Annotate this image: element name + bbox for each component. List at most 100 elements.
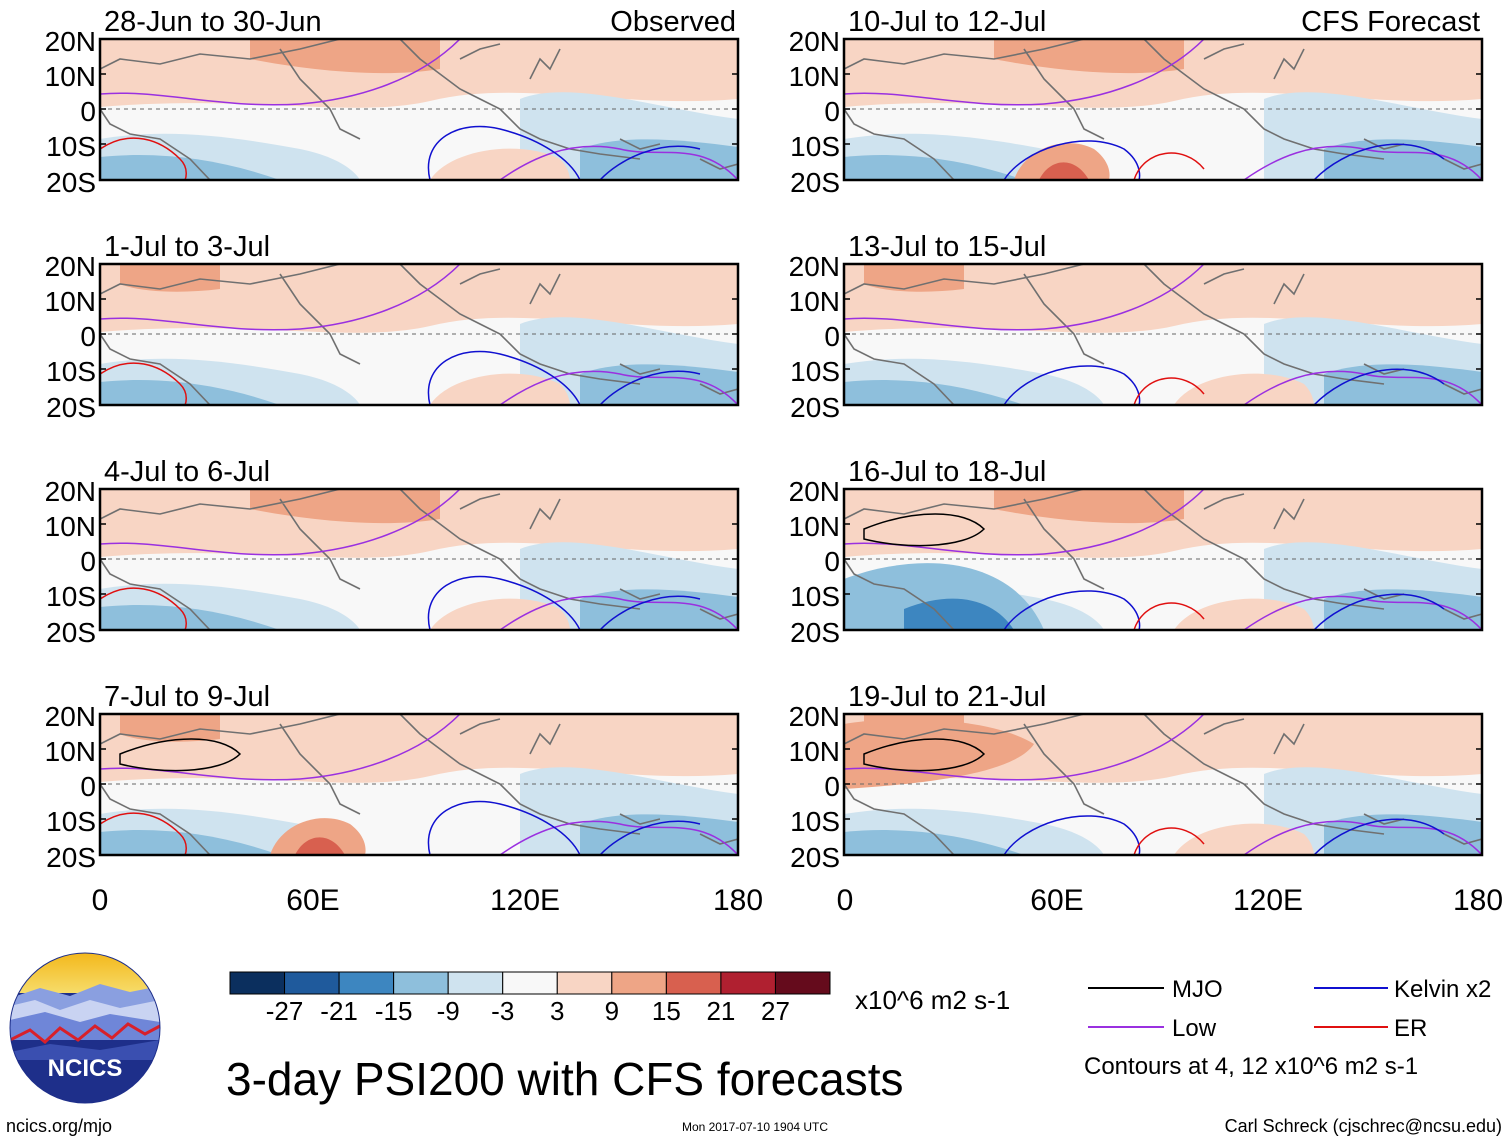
anomaly-shading	[844, 830, 1024, 855]
anomaly-shading	[430, 373, 570, 405]
colorbar-tick-label: -15	[375, 996, 413, 1026]
contour-line	[100, 489, 461, 556]
anomaly-shading	[120, 714, 220, 742]
lat-tick-label: 20S	[46, 617, 96, 648]
lat-tick-label: 0	[80, 546, 96, 577]
contour-line	[1133, 827, 1205, 855]
contour-legend: MJO Kelvin x2 Low ER Contours at 4, 12 x…	[1084, 976, 1491, 1080]
lat-tick-label: 0	[80, 771, 96, 802]
contour-line	[1133, 152, 1205, 180]
colorbar-swatch	[611, 971, 667, 995]
map-area	[100, 489, 738, 630]
lon-tick-label: 0	[92, 884, 109, 917]
legend-label-low: Low	[1172, 1015, 1217, 1042]
colorbar-swatch	[665, 971, 722, 995]
map-panel: 20N 10N 0 10S 20S 7-Jul to 9-Jul	[45, 681, 740, 873]
map-panel: 20N 10N 0 10S 20S 19-Jul to 21-Jul	[789, 681, 1484, 873]
anomaly-shading	[295, 837, 345, 855]
legend-note: Contours at 4, 12 x10^6 m2 s-1	[1084, 1053, 1418, 1080]
panel-title: 1-Jul to 3-Jul	[104, 231, 270, 263]
anomaly-shading	[100, 264, 738, 333]
contour-line	[1133, 377, 1205, 405]
map-area	[844, 39, 1482, 180]
anomaly-shading	[120, 264, 220, 292]
contour-line	[1313, 143, 1445, 180]
lat-tick-label: 10S	[790, 131, 840, 162]
lon-tick-label: 180	[1453, 884, 1503, 917]
colorbar-tick-label: 3	[550, 996, 564, 1026]
lon-tick-label: 120E	[1233, 884, 1303, 917]
lat-tick-label: 10N	[789, 286, 840, 317]
lat-tick-label: 20S	[790, 842, 840, 873]
legend-label-mjo: MJO	[1172, 976, 1223, 1003]
lon-tick-label: 0	[837, 884, 854, 917]
colorbar-tick-label: -27	[266, 996, 304, 1026]
coastline	[100, 39, 738, 180]
anomaly-shading	[994, 489, 1184, 524]
panel-title: 13-Jul to 15-Jul	[848, 231, 1046, 263]
lat-tick-label: 20S	[790, 167, 840, 198]
colorbar-swatch	[774, 971, 831, 995]
contour-line	[1003, 815, 1141, 855]
lon-tick-label: 60E	[1030, 884, 1083, 917]
contour-line	[100, 362, 187, 405]
colorbar-swatch	[556, 971, 613, 995]
anomaly-shading	[1039, 162, 1089, 180]
contour-line	[599, 370, 701, 405]
lat-tick-label: 10N	[789, 736, 840, 767]
lat-tick-label: 10N	[789, 511, 840, 542]
colorbar-swatch	[502, 971, 558, 995]
contour-line	[499, 820, 738, 855]
contour-line	[1003, 140, 1141, 180]
contour-line	[499, 145, 738, 180]
lat-tick-label: 10S	[790, 806, 840, 837]
source-url[interactable]: ncics.org/mjo	[6, 1116, 112, 1136]
panel-title: 28-Jun to 30-Jun	[104, 6, 322, 38]
lat-tick-label: 20S	[790, 617, 840, 648]
lat-tick-label: 0	[824, 771, 840, 802]
contour-line	[427, 575, 581, 630]
map-panel: 20N 10N 0 10S 20S 13-Jul to 15-Jul	[789, 231, 1484, 423]
anomaly-shading	[580, 589, 738, 630]
colorbar-swatch	[338, 971, 395, 995]
lat-tick-label: 10S	[790, 356, 840, 387]
anomaly-shading	[430, 598, 570, 630]
coastline	[100, 489, 738, 630]
lon-axis-left: 0 60E 120E 180	[92, 884, 763, 917]
anomaly-shading	[430, 148, 570, 180]
panel-title: 7-Jul to 9-Jul	[104, 681, 270, 713]
lat-tick-label: 20N	[45, 476, 96, 507]
timestamp: Mon 2017-07-10 1904 UTC	[682, 1120, 828, 1134]
contour-line	[100, 812, 187, 855]
anomaly-shading	[864, 264, 964, 292]
lat-tick-label: 20N	[789, 701, 840, 732]
lat-tick-label: 20S	[46, 167, 96, 198]
contour-line	[100, 264, 461, 331]
panel-title: 10-Jul to 12-Jul	[848, 6, 1046, 38]
map-area	[844, 264, 1482, 405]
anomaly-shading	[100, 380, 280, 405]
coastline	[844, 264, 1482, 405]
lat-tick-label: 10N	[45, 736, 96, 767]
lat-tick-label: 20N	[45, 26, 96, 57]
map-panel: 20N 10N 0 10S 20S 28-Jun to 30-Jun Observed	[45, 6, 740, 198]
lat-tick-label: 0	[824, 546, 840, 577]
lat-tick-label: 20N	[789, 26, 840, 57]
colorbar-swatch	[393, 971, 449, 995]
colorbar-tick-label: -21	[320, 996, 358, 1026]
map-panel: 20N 10N 0 10S 20S 4-Jul to 6-Jul	[45, 456, 740, 648]
anomaly-shading	[994, 39, 1184, 74]
colorbar-tick-label: 15	[652, 996, 681, 1026]
lat-tick-label: 20S	[790, 392, 840, 423]
lon-tick-label: 60E	[286, 884, 339, 917]
contour-line	[427, 125, 581, 180]
contour-line	[100, 39, 461, 106]
anomaly-shading	[844, 155, 1024, 180]
anomaly-shading	[100, 714, 738, 783]
colorbar-tick-label: 9	[605, 996, 619, 1026]
anomaly-shading	[1174, 823, 1314, 855]
anomaly-shading	[1324, 814, 1482, 855]
colorbar-tick-label: -9	[437, 996, 460, 1026]
contour-line	[599, 145, 701, 180]
colorbar-tick-label: -3	[491, 996, 514, 1026]
